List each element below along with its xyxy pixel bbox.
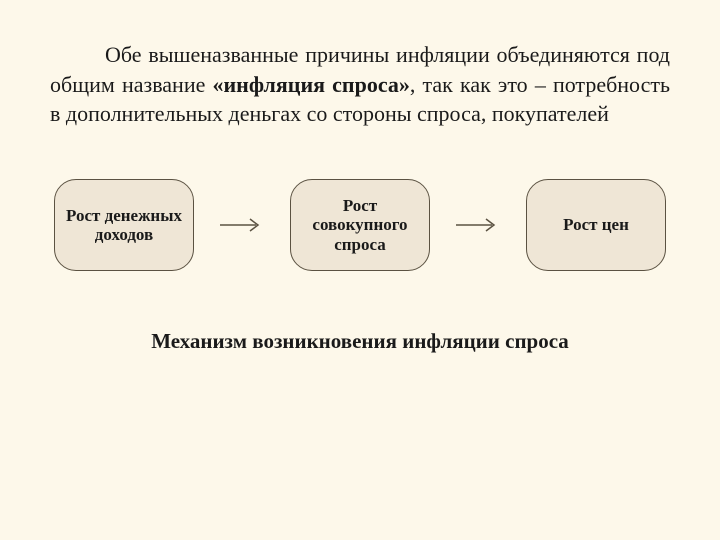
node-income-growth: Рост денежных доходов xyxy=(54,179,194,271)
node-price-growth: Рост цен xyxy=(526,179,666,271)
arrow-1 xyxy=(218,213,266,237)
node-aggregate-demand: Рост совокупного спроса xyxy=(290,179,430,271)
inflation-flowchart: Рост денежных доходов Рост совокупного с… xyxy=(50,179,670,271)
arrow-2 xyxy=(454,213,502,237)
intro-paragraph: Обе вышеназванные причины инфляции объед… xyxy=(50,40,670,129)
paragraph-bold-term: «инфляция спроса» xyxy=(213,72,410,97)
diagram-caption: Механизм возникновения инфляции спроса xyxy=(50,329,670,354)
